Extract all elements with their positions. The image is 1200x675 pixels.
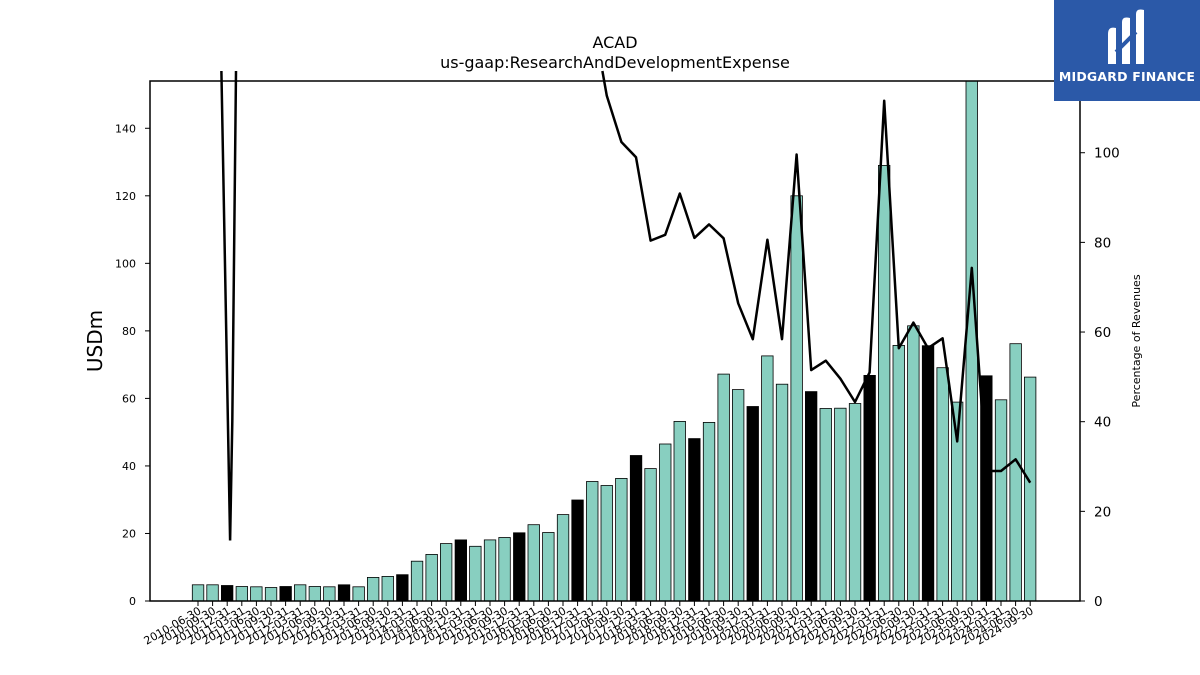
bar-2020-06-30	[775, 383, 789, 602]
bar-2022-09-30	[907, 325, 920, 602]
y-tick-label: 120	[115, 190, 136, 203]
bar-2019-06-30	[717, 373, 730, 602]
bar-2013-09-30	[381, 576, 394, 602]
y2-tick-label: 60	[1094, 325, 1111, 341]
y-axis-label: USDm	[83, 310, 107, 372]
y-tick-label: 100	[115, 257, 136, 270]
line-segment-main	[601, 70, 1032, 484]
bar-2024-09-30	[1024, 376, 1037, 602]
bar-2018-09-30	[673, 420, 686, 602]
y-tick-label: 60	[122, 392, 136, 405]
bar-2019-12-31	[746, 406, 759, 602]
bar-2011-09-30	[264, 587, 278, 602]
bar-2021-12-31	[863, 374, 876, 602]
bar-2010-06-30	[191, 584, 205, 602]
y-tick-label: 20	[122, 527, 136, 540]
bar-2013-12-31	[396, 574, 409, 602]
y2-axis-ticks: 0 20 40 60 80 100	[1080, 146, 1120, 610]
bar-2015-06-30	[483, 539, 497, 602]
y2-tick-label: 20	[1094, 504, 1111, 520]
bar-2024-06-30	[1009, 343, 1022, 602]
logo: MIDGARD FINANCE	[1054, 0, 1200, 101]
bar-2017-09-30	[615, 477, 628, 602]
bar-2015-09-30	[498, 537, 511, 602]
bar-2017-06-30	[600, 485, 613, 602]
bar-2010-09-30	[206, 584, 219, 602]
line-segment-early	[220, 70, 238, 541]
bar-2013-03-31	[352, 586, 365, 602]
y2-tick-label: 100	[1094, 146, 1120, 162]
bar-2012-12-31	[337, 584, 351, 602]
y-tick-label: 140	[115, 122, 136, 135]
bar-2011-12-31	[279, 586, 292, 602]
bar-2014-03-31	[410, 560, 424, 602]
bar-2024-03-31	[994, 399, 1008, 602]
bar-2023-09-30	[965, 80, 978, 602]
bar-2016-06-30	[542, 532, 555, 602]
bar-2017-03-31	[586, 481, 599, 602]
bar-2021-03-31	[819, 408, 832, 602]
y2-tick-label: 40	[1094, 415, 1111, 431]
bar-2018-12-31	[688, 438, 701, 602]
chart-title: ACAD	[592, 33, 637, 52]
bar-2023-03-31	[936, 367, 949, 602]
y2-tick-label: 80	[1094, 235, 1111, 251]
bar-2012-06-30	[308, 586, 322, 602]
bar-2016-09-30	[556, 514, 570, 602]
bar-2018-06-30	[659, 443, 672, 602]
plot-frame	[149, 80, 1081, 602]
bar-2022-03-31	[878, 164, 891, 602]
bar-2022-06-30	[892, 344, 905, 602]
bar-series	[191, 80, 1037, 602]
y2-axis-label: Percentage of Revenues	[1130, 274, 1143, 407]
bar-2012-03-31	[293, 584, 307, 602]
bar-2014-06-30	[425, 554, 438, 602]
bar-2015-12-31	[513, 532, 526, 602]
bar-2014-09-30	[439, 543, 453, 602]
bar-2021-06-30	[834, 407, 847, 602]
bar-2011-03-31	[235, 586, 249, 602]
bar-2019-03-31	[702, 421, 716, 602]
bar-2011-06-30	[250, 586, 263, 602]
y-tick-label: 40	[122, 460, 136, 473]
bar-2016-12-31	[571, 499, 584, 602]
bar-2013-06-30	[366, 577, 380, 602]
bar-2015-03-31	[469, 545, 482, 602]
x-axis-ticks: 2010-06-302010-09-302010-12-312011-03-31…	[142, 601, 1036, 648]
bar-2020-09-30	[790, 195, 803, 602]
bar-2016-03-31	[527, 524, 540, 602]
bar-2020-12-31	[805, 391, 818, 602]
bar-2022-12-31	[921, 345, 935, 602]
y-tick-label: 0	[129, 595, 136, 608]
y-tick-label: 80	[122, 325, 136, 338]
bar-2020-03-31	[761, 355, 774, 602]
bar-2018-03-31	[644, 468, 657, 602]
logo-icon	[1108, 9, 1144, 65]
chart-subtitle: us-gaap:ResearchAndDevelopmentExpense	[440, 53, 790, 72]
bar-2021-09-30	[848, 403, 862, 602]
bar-2012-09-30	[323, 586, 336, 602]
bar-2019-09-30	[732, 389, 745, 602]
y2-tick-label: 0	[1094, 594, 1103, 610]
bar-2017-12-31	[629, 455, 643, 602]
bar-2014-12-31	[454, 539, 468, 602]
line-series	[220, 70, 1032, 541]
bar-2010-12-31	[220, 585, 234, 602]
y-axis-ticks: 0 20 40 60 80 100 120 140	[115, 122, 150, 608]
logo-text: MIDGARD FINANCE	[1058, 69, 1196, 84]
